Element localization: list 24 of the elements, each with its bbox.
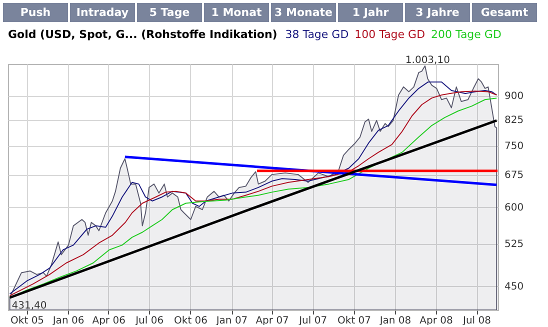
- text: 38 Tage GD: [285, 28, 349, 41]
- text: 1 Jahr: [338, 3, 403, 22]
- y-tick-label: 750: [504, 141, 524, 152]
- annotation: 431,40: [12, 300, 47, 312]
- text: 3 Jahre: [405, 3, 470, 22]
- text: Gesamt: [472, 3, 537, 22]
- text: Push: [3, 3, 68, 22]
- text: 5 Tage: [137, 3, 202, 22]
- x-tick-label: Okt 06: [174, 316, 208, 326]
- y-tick-label: 525: [504, 239, 524, 250]
- text: 100 Tage GD: [354, 28, 426, 41]
- text: 1 Monat: [204, 3, 269, 22]
- y-tick-label: 600: [504, 202, 524, 214]
- text: 3 Monate: [271, 3, 336, 22]
- x-tick-label: Okt 07: [338, 316, 372, 326]
- text: Intraday: [70, 3, 135, 22]
- text: 200 Tage GD: [431, 28, 502, 41]
- y-tick-label: 450: [504, 281, 524, 292]
- annotation: 1.003,10: [405, 54, 450, 66]
- x-tick-label: Okt 05: [10, 316, 44, 326]
- chart-title: Gold (USD, Spot, G... (Rohstoffe Indikation): [8, 28, 278, 41]
- y-tick-label: 825: [504, 115, 524, 126]
- y-tick-label: 675: [504, 170, 524, 182]
- y-tick-label: 900: [504, 91, 524, 102]
